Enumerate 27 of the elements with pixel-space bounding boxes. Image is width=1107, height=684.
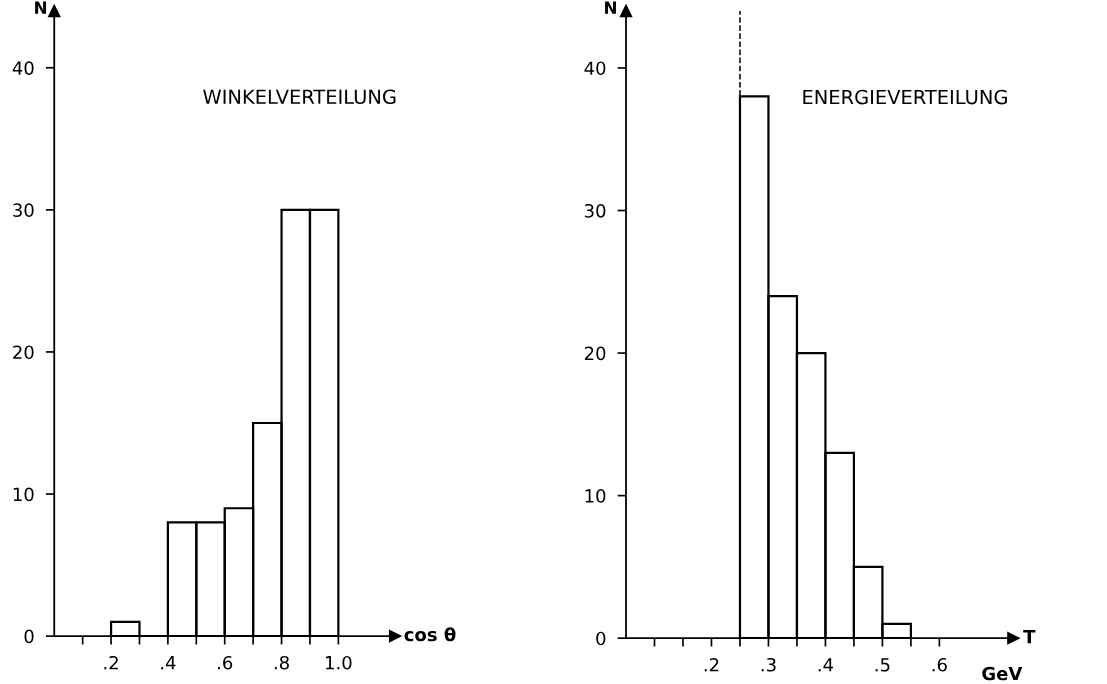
- x-tick-label: .6: [218, 655, 233, 670]
- x-axis-title: cos θ: [404, 627, 456, 642]
- x-tick-label: .4: [161, 656, 176, 670]
- x-tick-label: .8: [274, 655, 289, 670]
- y-tick-label: 30: [13, 203, 34, 217]
- y-tick-label: 10: [585, 489, 606, 503]
- text: GeV: [982, 666, 1023, 681]
- y-tick-label: 0: [596, 631, 606, 646]
- y-tick-label: 40: [12, 61, 34, 75]
- y-axis-title: N: [35, 1, 47, 14]
- y-tick-label: 10: [13, 487, 34, 502]
- x-tick-label: .3: [761, 657, 776, 672]
- x-axis-title: T: [1023, 629, 1036, 644]
- y-tick-label: 20: [13, 345, 34, 360]
- x-tick-label: .5: [875, 658, 890, 672]
- y-tick-label: 40: [584, 61, 606, 76]
- x-tick-label: .4: [818, 658, 834, 672]
- x-tick-label: .2: [104, 655, 118, 670]
- y-tick-label: 30: [584, 203, 606, 218]
- text: ENERGIEVERTEILUNG: [803, 89, 1007, 105]
- x-tick-label: .2: [704, 657, 719, 672]
- y-axis-title: N: [605, 1, 616, 14]
- y-tick-label: 20: [584, 346, 606, 361]
- y-tick-label: 0: [24, 629, 34, 644]
- x-tick-label: .6: [932, 657, 947, 672]
- x-tick-label: 1.0: [326, 655, 352, 670]
- text: WINKELVERTEILUNG: [203, 89, 396, 105]
